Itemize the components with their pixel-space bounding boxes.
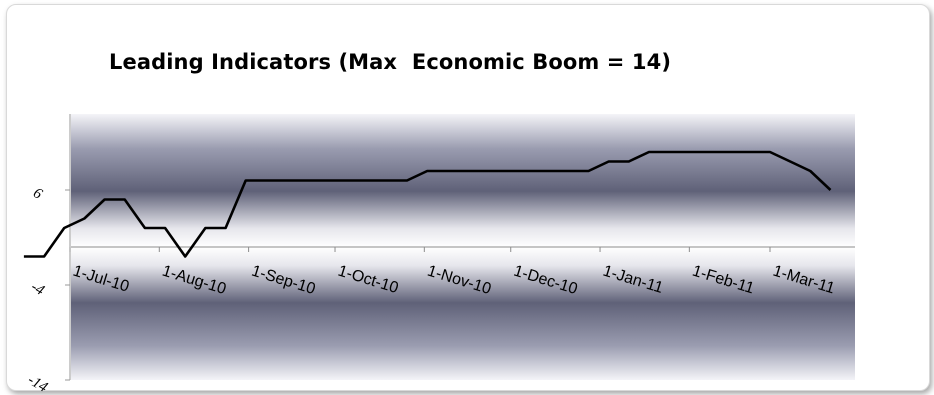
chart-title: Leading Indicators (Max Economic Boom = … xyxy=(109,50,672,74)
y-tick-label: -14 xyxy=(25,372,51,395)
series-line xyxy=(23,150,832,258)
y-tick-label: -4 xyxy=(28,279,47,299)
y-tick-label: 6 xyxy=(30,185,45,203)
